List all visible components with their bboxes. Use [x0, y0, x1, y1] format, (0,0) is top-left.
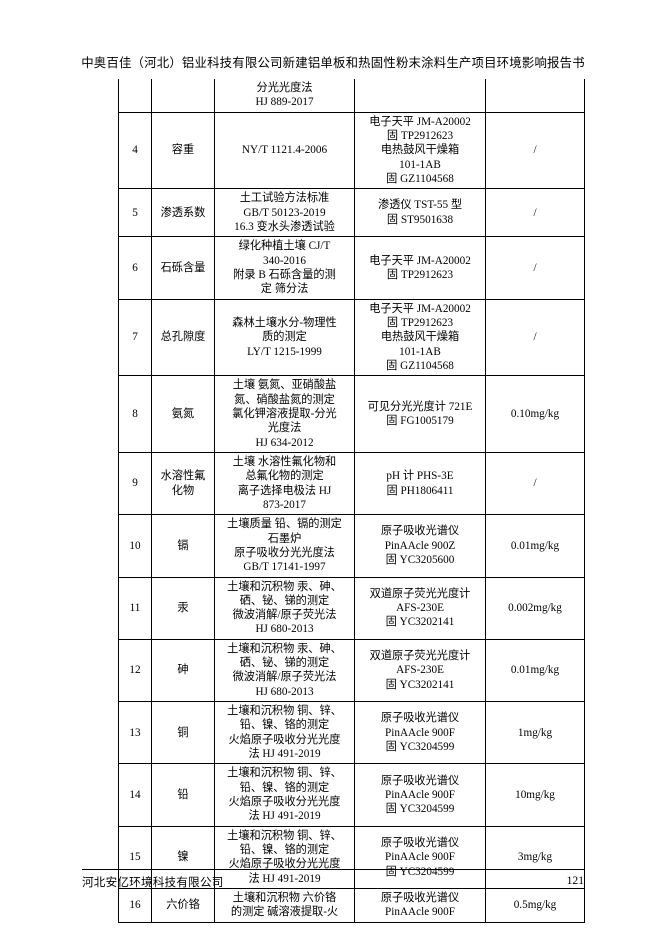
cell-equipment: 原子吸收光谱仪 PinAAcle 900F 固 YC3204599 [354, 763, 486, 827]
cell-analysis-method: 土壤 氨氮、亚硝酸盐 氮、硝酸盐氮的测定 氯化钾溶液提取-分光 光度法 HJ 634-2… [214, 375, 355, 453]
cell-item-name: 汞 [151, 576, 215, 640]
table-row: 10 镉土壤质量 铅、镉的测定 石墨炉 原子吸收分光光度法 GB/T 17141-199… [118, 514, 585, 578]
cell-equipment [354, 79, 486, 113]
table-row: 9 水溶性氟 化物 土壤 水溶性氟化物和 总氟化物的测定 离子选择电极法 HJ 873-20… [118, 451, 585, 516]
cell-detection-limit: 3mg/kg [485, 825, 585, 890]
cell-detection-limit: 10mg/kg [485, 763, 585, 827]
cell-detection-limit: / [485, 298, 585, 377]
table-row: 6 石砾含量 绿化种植土壤 CJ/T 340-2016 附录 B 石砾含量的测定 筛分法… [118, 236, 585, 300]
cell-serial-number: 16 [118, 888, 152, 923]
soil-analysis-table: 分光光度法 HJ 889-2017 4 容重 NY/T 1121.4-2006 电子天平 … [118, 79, 585, 923]
cell-analysis-method: 分光光度法 HJ 889-2017 [214, 79, 355, 113]
cell-equipment: 原子吸收光谱仪 PinAAcle 900Z 固 YC3205600 [354, 514, 486, 578]
cell-equipment: 原子吸收光谱仪 PinAAcle 900F [354, 888, 486, 923]
cell-detection-limit: / [485, 451, 585, 516]
cell-detection-limit: / [485, 111, 585, 190]
cell-serial-number: 15 [118, 825, 152, 890]
cell-analysis-method: 土壤和沉积物 铜、锌、 铅、镍、铬的测定 火焰原子吸收分光光度法 HJ 491-20… [214, 825, 355, 890]
cell-detection-limit: 0.01mg/kg [485, 514, 585, 578]
cell-item-name: 氨氮 [151, 375, 215, 453]
table-row: 11 汞土壤和沉积物 汞、砷、 硒、铋、锑的测定 微波消解/原子荧光法 HJ 680-2… [118, 576, 585, 640]
cell-serial-number [118, 79, 152, 113]
cell-serial-number: 9 [118, 451, 152, 516]
cell-serial-number: 4 [118, 111, 152, 190]
footer-company-name: 河北安亿环境科技有限公司 [82, 876, 224, 889]
cell-item-name: 水溶性氟 化物 [151, 451, 215, 516]
table-row: 13 铜土壤和沉积物 铜、锌、 铅、镍、铬的测定 火焰原子吸收分光光度法 HJ 491… [118, 701, 585, 765]
cell-item-name: 铅 [151, 763, 215, 827]
table-row: 5 渗透系数 土工试验方法标准 GB/T 50123-2019 16.3 变水头渗透试验… [118, 188, 585, 238]
table-row: 分光光度法 HJ 889-2017 [118, 79, 585, 113]
cell-analysis-method: 土壤和沉积物 六价铬 的测定 碱溶液提取-火 [214, 888, 355, 923]
cell-detection-limit: / [485, 236, 585, 300]
cell-detection-limit: 1mg/kg [485, 701, 585, 765]
cell-item-name: 渗透系数 [151, 188, 215, 238]
cell-equipment: 可见分光光度计 721E 固 FG1005179 [354, 375, 486, 453]
cell-item-name: 总孔隙度 [151, 298, 215, 377]
cell-analysis-method: 土壤和沉积物 汞、砷、 硒、铋、锑的测定 微波消解/原子荧光法 HJ 680-2013 [214, 638, 355, 703]
cell-serial-number: 14 [118, 763, 152, 827]
table-row: 4 容重 NY/T 1121.4-2006 电子天平 JM-A20002 固 TP291… [118, 111, 585, 190]
cell-analysis-method: 土壤 水溶性氟化物和 总氟化物的测定 离子选择电极法 HJ 873-2017 [214, 451, 355, 516]
cell-item-name: 容重 [151, 111, 215, 190]
cell-analysis-method: NY/T 1121.4-2006 [214, 111, 355, 190]
footer-divider [82, 869, 584, 870]
cell-analysis-method: 森林土壤水分-物理性 质的测定 LY/T 1215-1999 [214, 298, 355, 377]
cell-analysis-method: 土壤和沉积物 铜、锌、 铅、镍、铬的测定 火焰原子吸收分光光度法 HJ 491-20… [214, 701, 355, 765]
cell-detection-limit [485, 79, 585, 113]
cell-serial-number: 5 [118, 188, 152, 238]
running-header-title: 中奥百佳（河北）铝业科技有限公司新建铝单板和热固性粉末涂料生产项目环境影响报告书 [81, 56, 585, 70]
cell-equipment: 双道原子荧光光度计 AFS-230E 固 YC3202141 [354, 576, 486, 640]
table-row: 16 六价铬 土壤和沉积物 六价铬 的测定 碱溶液提取-火 原子吸收光谱仪 PinAAcl… [118, 888, 585, 923]
cell-serial-number: 12 [118, 638, 152, 703]
cell-item-name [151, 79, 215, 113]
table-row: 7 总孔隙度 森林土壤水分-物理性 质的测定 LY/T 1215-1999 电子天平 JM… [118, 298, 585, 377]
cell-equipment: 原子吸收光谱仪 PinAAcle 900F 固 YC3204599 [354, 701, 486, 765]
cell-serial-number: 7 [118, 298, 152, 377]
cell-serial-number: 6 [118, 236, 152, 300]
cell-detection-limit: 0.01mg/kg [485, 638, 585, 703]
table-row: 14 铅土壤和沉积物 铜、锌、 铅、镍、铬的测定 火焰原子吸收分光光度法 HJ 491… [118, 763, 585, 827]
cell-detection-limit: / [485, 188, 585, 238]
cell-detection-limit: 0.002mg/kg [485, 576, 585, 640]
table-row: 12 砷土壤和沉积物 汞、砷、 硒、铋、锑的测定 微波消解/原子荧光法 HJ 680-2… [118, 638, 585, 703]
cell-equipment: 电子天平 JM-A20002 固 TP2912623 电热鼓风干燥箱 101-1AB 固… [354, 111, 486, 190]
cell-item-name: 砷 [151, 638, 215, 703]
cell-analysis-method: 土工试验方法标准 GB/T 50123-2019 16.3 变水头渗透试验 [214, 188, 355, 238]
footer-page-number: 121 [566, 874, 584, 887]
cell-serial-number: 13 [118, 701, 152, 765]
table-body: 分光光度法 HJ 889-2017 4 容重 NY/T 1121.4-2006 电子天平 … [118, 79, 585, 923]
cell-item-name: 石砾含量 [151, 236, 215, 300]
cell-analysis-method: 绿化种植土壤 CJ/T 340-2016 附录 B 石砾含量的测定 筛分法 [214, 236, 355, 300]
cell-serial-number: 10 [118, 514, 152, 578]
cell-equipment: 渗透仪 TST-55 型固 ST9501638 [354, 188, 486, 238]
cell-equipment: pH 计 PHS-3E 固 PH1806411 [354, 451, 486, 516]
soil-analysis-table-wrapper: 分光光度法 HJ 889-2017 4 容重 NY/T 1121.4-2006 电子天平 … [118, 79, 585, 923]
cell-analysis-method: 土壤质量 铅、镉的测定 石墨炉 原子吸收分光光度法 GB/T 17141-1997 [214, 514, 355, 578]
cell-detection-limit: 0.5mg/kg [485, 888, 585, 923]
cell-equipment: 原子吸收光谱仪 PinAAcle 900F 固 YC3204599 [354, 825, 486, 890]
cell-detection-limit: 0.10mg/kg [485, 375, 585, 453]
table-row: 15 镍土壤和沉积物 铜、锌、 铅、镍、铬的测定 火焰原子吸收分光光度法 HJ 491… [118, 825, 585, 890]
cell-equipment: 电子天平 JM-A20002 固 TP2912623 [354, 236, 486, 300]
cell-equipment: 电子天平 JM-A20002 固 TP2912623 电热鼓风干燥箱 101-1AB 固… [354, 298, 486, 377]
cell-item-name: 六价铬 [151, 888, 215, 923]
table-row: 8 氨氮 土壤 氨氮、亚硝酸盐 氮、硝酸盐氮的测定 氯化钾溶液提取-分光 光度法 HJ 63… [118, 375, 585, 453]
cell-equipment: 双道原子荧光光度计 AFS-230E 固 YC3202141 [354, 638, 486, 703]
cell-item-name: 镉 [151, 514, 215, 578]
cell-serial-number: 11 [118, 576, 152, 640]
cell-item-name: 铜 [151, 701, 215, 765]
cell-analysis-method: 土壤和沉积物 铜、锌、 铅、镍、铬的测定 火焰原子吸收分光光度法 HJ 491-20… [214, 763, 355, 827]
cell-serial-number: 8 [118, 375, 152, 453]
cell-analysis-method: 土壤和沉积物 汞、砷、 硒、铋、锑的测定 微波消解/原子荧光法 HJ 680-2013 [214, 576, 355, 640]
